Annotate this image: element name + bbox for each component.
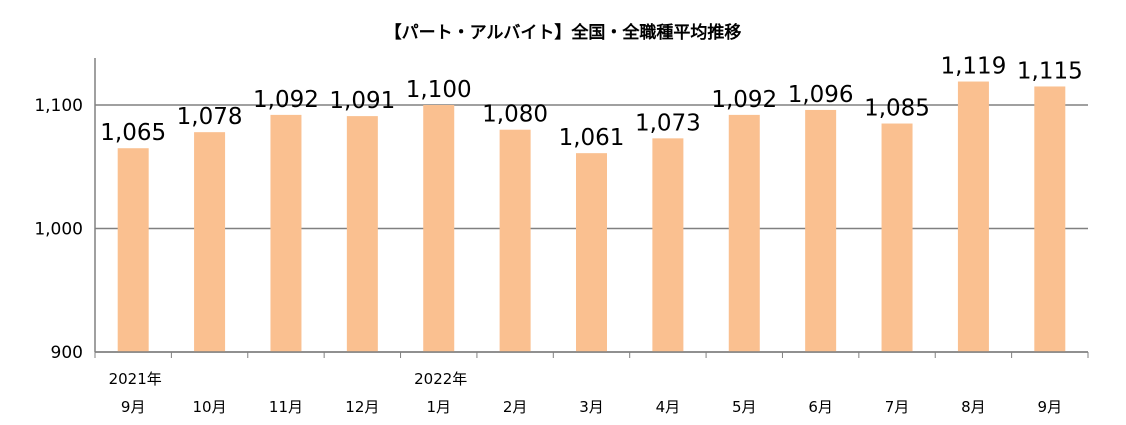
x-category-label: 10月 <box>193 398 227 416</box>
x-category-label: 9月 <box>121 398 146 416</box>
data-label: 1,061 <box>559 125 625 151</box>
data-label: 1,091 <box>329 88 395 114</box>
bar <box>499 129 531 352</box>
x-category-label: 1月 <box>426 398 451 416</box>
x-category-label: 6月 <box>808 398 833 416</box>
bar <box>1034 86 1066 352</box>
data-label: 1,096 <box>788 82 854 108</box>
x-category-label: 3月 <box>579 398 604 416</box>
x-category-label: 9月 <box>1038 398 1063 416</box>
x-category-label: 5月 <box>732 398 757 416</box>
data-label: 1,085 <box>864 96 930 122</box>
bar <box>881 123 913 353</box>
bar <box>652 138 684 352</box>
bar <box>117 148 149 352</box>
bar <box>728 114 760 352</box>
bar <box>805 109 837 352</box>
bar <box>423 105 455 352</box>
data-label: 1,080 <box>482 102 548 128</box>
chart-title: 【パート・アルバイト】全国・全職種平均推移 <box>384 23 742 43</box>
y-tick-label: 900 <box>51 343 83 363</box>
data-label: 1,092 <box>711 87 777 113</box>
x-category-label: 4月 <box>656 398 681 416</box>
x-category-label: 2月 <box>503 398 528 416</box>
x-category-label: 11月 <box>269 398 303 416</box>
y-tick-label: 1,000 <box>34 220 83 240</box>
x-category-label: 8月 <box>961 398 986 416</box>
bar <box>346 116 378 353</box>
bar <box>957 81 989 352</box>
data-label: 1,100 <box>406 77 472 103</box>
bar <box>194 132 226 352</box>
x-category-label: 12月 <box>345 398 379 416</box>
bar <box>576 153 607 352</box>
data-label: 1,073 <box>635 110 701 136</box>
x-year-label: 2022年 <box>414 370 467 388</box>
data-label: 1,119 <box>940 54 1006 80</box>
bar <box>270 114 302 352</box>
data-label: 1,078 <box>177 104 243 130</box>
data-label: 1,115 <box>1017 58 1083 84</box>
x-year-label: 2021年 <box>109 370 162 388</box>
data-label: 1,092 <box>253 87 319 113</box>
x-category-label: 7月 <box>885 398 910 416</box>
y-tick-label: 1,100 <box>34 96 83 116</box>
data-label: 1,065 <box>100 120 166 146</box>
